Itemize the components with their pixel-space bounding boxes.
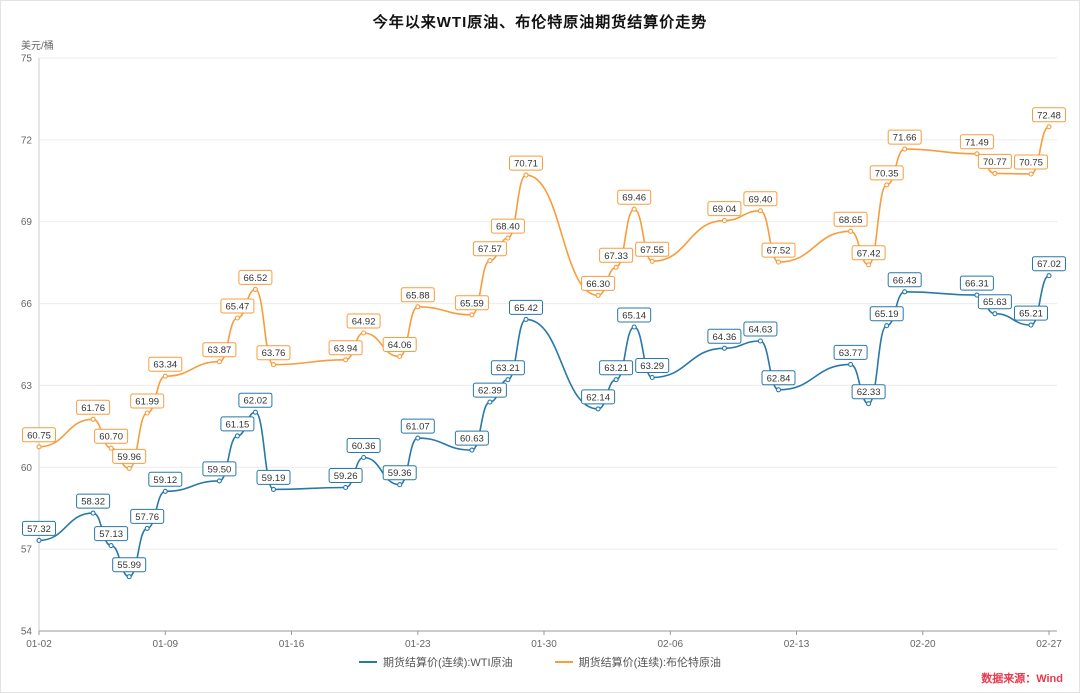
series-line-1 [36, 124, 1052, 471]
svg-text:58.32: 58.32 [81, 497, 105, 508]
svg-text:72.48: 72.48 [1037, 110, 1061, 121]
svg-text:67.02: 67.02 [1037, 259, 1061, 270]
page-title: 今年以来WTI原油、布伦特原油期货结算价走势 [372, 14, 708, 31]
svg-text:63.94: 63.94 [334, 343, 358, 354]
svg-text:62.84: 62.84 [767, 373, 791, 384]
svg-text:59.19: 59.19 [262, 473, 286, 484]
svg-text:57.76: 57.76 [135, 512, 159, 523]
svg-text:67.57: 67.57 [478, 244, 502, 255]
svg-text:70.75: 70.75 [1019, 158, 1043, 169]
svg-text:64.36: 64.36 [713, 332, 737, 343]
svg-text:70.77: 70.77 [983, 157, 1007, 168]
svg-text:69.40: 69.40 [749, 194, 773, 205]
svg-text:62.33: 62.33 [857, 387, 881, 398]
svg-text:68.65: 68.65 [839, 215, 863, 226]
svg-text:61.76: 61.76 [81, 403, 105, 414]
svg-text:68.40: 68.40 [496, 222, 520, 233]
svg-text:72: 72 [21, 135, 33, 146]
svg-text:69: 69 [21, 217, 33, 228]
svg-text:64.06: 64.06 [388, 340, 412, 351]
svg-text:66.43: 66.43 [893, 275, 917, 286]
svg-text:59.12: 59.12 [153, 475, 177, 486]
y-axis-unit-label: 美元/桶 [21, 41, 54, 52]
svg-text:57.32: 57.32 [27, 524, 51, 535]
data-source: 数据来源：Wind [981, 673, 1063, 685]
series-labels-1: 60.75 61.76 60.70 59.96 61.99 63.34 63.87 65.47… [22, 107, 1066, 464]
legend-label-brent: 期货结算价(连续):布伦特原油 [578, 657, 721, 669]
legend-item-wti[interactable]: 期货结算价(连续):WTI原油 [359, 654, 513, 670]
svg-text:55.99: 55.99 [117, 560, 141, 571]
svg-text:65.63: 65.63 [983, 297, 1007, 308]
legend-label-wti: 期货结算价(连续):WTI原油 [383, 657, 513, 669]
chart-plot: 54 57 60 63 66 69 72 75 01-02 01-09 01-16 01-23 01-3… [21, 54, 1066, 650]
svg-text:66.30: 66.30 [586, 279, 610, 290]
svg-text:67.55: 67.55 [640, 245, 664, 256]
svg-text:67.33: 67.33 [604, 251, 628, 262]
svg-text:62.39: 62.39 [478, 386, 502, 397]
svg-text:63.87: 63.87 [208, 345, 232, 356]
svg-text:63.21: 63.21 [604, 363, 628, 374]
legend-item-brent[interactable]: 期货结算价(连续):布伦特原油 [554, 654, 721, 670]
svg-text:60.70: 60.70 [99, 432, 123, 443]
svg-text:63.29: 63.29 [640, 361, 664, 372]
svg-text:63.77: 63.77 [839, 348, 863, 359]
svg-text:02-20: 02-20 [910, 639, 936, 650]
svg-text:02-27: 02-27 [1036, 639, 1062, 650]
svg-text:01-30: 01-30 [531, 639, 557, 650]
svg-text:59.50: 59.50 [208, 464, 232, 475]
svg-text:61.07: 61.07 [406, 422, 430, 433]
svg-text:66.52: 66.52 [244, 273, 268, 284]
svg-text:61.15: 61.15 [226, 419, 250, 430]
svg-text:63.34: 63.34 [153, 360, 177, 371]
svg-text:02-13: 02-13 [784, 639, 810, 650]
svg-text:65.14: 65.14 [622, 311, 646, 322]
svg-text:66: 66 [21, 299, 33, 310]
series-labels-0: 57.32 58.32 57.13 55.99 57.76 59.12 59.50 61.15… [22, 256, 1066, 573]
svg-text:60.75: 60.75 [27, 430, 51, 441]
svg-text:01-16: 01-16 [279, 639, 305, 650]
wti-line-marker [359, 661, 378, 663]
svg-text:65.47: 65.47 [226, 302, 250, 313]
svg-text:54: 54 [21, 627, 33, 638]
legend: 期货结算价(连续):WTI原油 期货结算价(连续):布伦特原油 [1, 654, 1079, 670]
svg-text:67.42: 67.42 [857, 248, 881, 259]
svg-text:64.63: 64.63 [749, 325, 773, 336]
svg-text:63.76: 63.76 [262, 348, 286, 359]
svg-text:65.21: 65.21 [1019, 309, 1043, 320]
svg-text:59.36: 59.36 [388, 468, 412, 479]
svg-text:65.42: 65.42 [514, 303, 538, 314]
svg-text:57.13: 57.13 [99, 529, 123, 540]
svg-text:70.35: 70.35 [875, 168, 899, 179]
svg-text:60: 60 [21, 463, 33, 474]
svg-text:63: 63 [21, 381, 33, 392]
svg-text:71.49: 71.49 [965, 137, 989, 148]
brent-line-marker [554, 661, 573, 663]
svg-text:75: 75 [21, 54, 33, 65]
svg-text:65.88: 65.88 [406, 290, 430, 301]
svg-text:60.36: 60.36 [352, 441, 376, 452]
svg-text:67.52: 67.52 [767, 246, 791, 257]
svg-text:62.02: 62.02 [244, 396, 268, 407]
svg-text:69.04: 69.04 [713, 204, 737, 215]
svg-text:63.21: 63.21 [496, 363, 520, 374]
svg-text:59.96: 59.96 [117, 452, 141, 463]
svg-text:57: 57 [21, 545, 33, 556]
svg-text:61.99: 61.99 [135, 397, 159, 408]
svg-text:01-09: 01-09 [153, 639, 179, 650]
svg-text:71.66: 71.66 [893, 133, 917, 144]
svg-text:66.31: 66.31 [965, 279, 989, 290]
svg-text:59.26: 59.26 [334, 471, 358, 482]
svg-text:69.46: 69.46 [622, 193, 646, 204]
svg-text:65.59: 65.59 [460, 298, 484, 309]
svg-text:01-02: 01-02 [26, 639, 52, 650]
svg-text:62.14: 62.14 [586, 392, 610, 403]
svg-text:64.92: 64.92 [352, 317, 376, 328]
svg-text:65.19: 65.19 [875, 309, 899, 320]
svg-text:02-06: 02-06 [658, 639, 684, 650]
svg-text:70.71: 70.71 [514, 159, 538, 170]
svg-text:60.63: 60.63 [460, 434, 484, 445]
svg-text:01-23: 01-23 [405, 639, 431, 650]
